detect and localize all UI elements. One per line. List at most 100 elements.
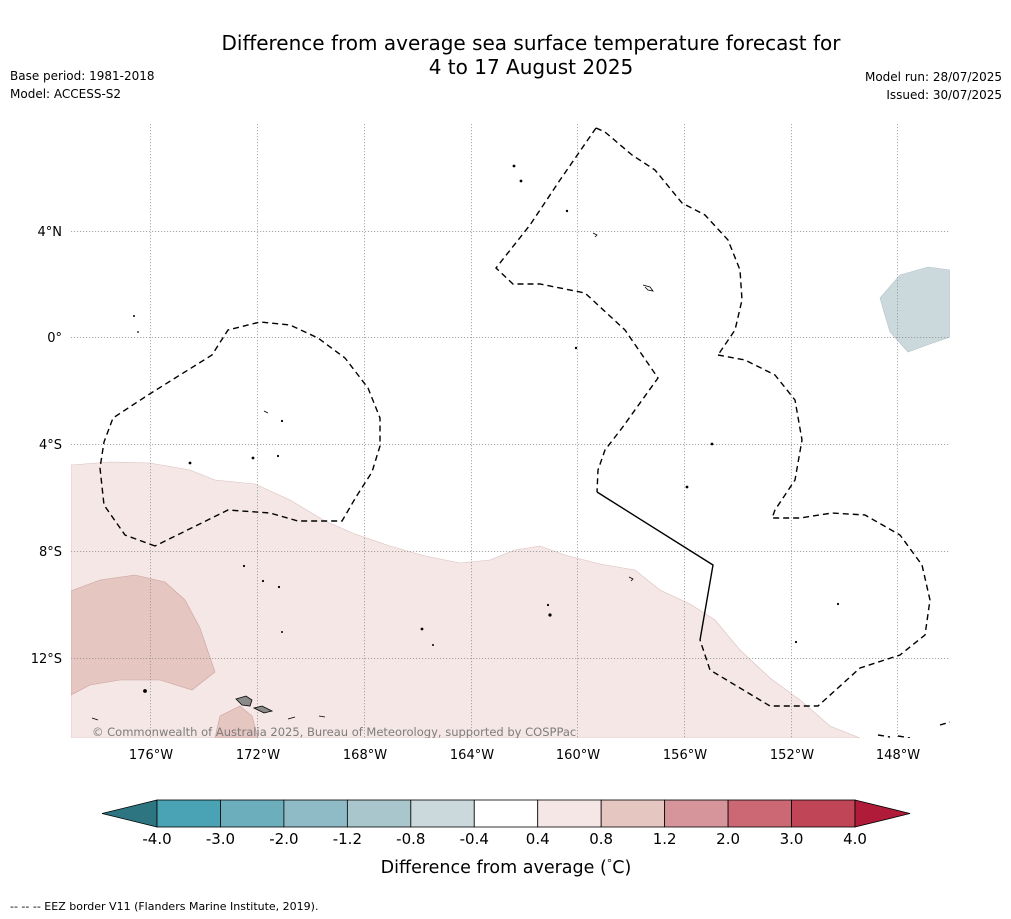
island-outline [592, 232, 598, 238]
colorbar-tick-label: -0.4 [460, 830, 489, 848]
base-period-text: Base period: 1981-2018 [10, 69, 155, 83]
island-dot [685, 485, 689, 489]
island-dot [420, 627, 424, 631]
run-info: Model run: 28/07/2025 Issued: 30/07/2025 [865, 68, 1002, 104]
colorbar-bin [537, 799, 602, 828]
lon-label-152w: 152°W [770, 748, 814, 763]
island-dot [251, 456, 255, 460]
issued-date-text: Issued: 30/07/2025 [886, 88, 1002, 102]
colorbar [101, 799, 911, 828]
colorbar-bin [346, 799, 412, 828]
lat-label-12s: 12°S [31, 652, 62, 667]
island-dot [548, 613, 552, 617]
island-outline [642, 284, 654, 292]
island-dot [143, 689, 147, 693]
island-dot [431, 644, 434, 647]
graticule [71, 124, 950, 738]
lon-label-168w: 168°W [343, 748, 387, 763]
colorbar-tick-label: -3.0 [206, 830, 235, 848]
model-info: Base period: 1981-2018 Model: ACCESS-S2 [10, 67, 155, 103]
longitude-axis: 176°W 172°W 168°W 164°W 160°W 156°W 152°… [129, 748, 920, 763]
lon-label-176w: 176°W [129, 748, 173, 763]
lon-label-160w: 160°W [556, 748, 600, 763]
lon-label-172w: 172°W [236, 748, 280, 763]
island-dot [277, 585, 281, 589]
island-dot [565, 209, 569, 213]
island-dot [512, 164, 516, 168]
eez-border-north [595, 127, 743, 356]
island-outline [91, 717, 99, 721]
eez-border-solid-segment [596, 491, 714, 641]
colorbar-bin [283, 799, 348, 828]
island-dot [280, 419, 284, 423]
colorbar-tick-label: -4.0 [142, 830, 171, 848]
colorbar-bin [156, 799, 221, 828]
colorbar-bin [600, 799, 666, 828]
lat-label-8s: 8°S [39, 545, 62, 560]
copyright-notice: © Commonwealth of Australia 2025, Bureau… [92, 725, 576, 739]
colorbar-bin [727, 799, 792, 828]
island-dot [261, 579, 265, 583]
lat-label-4s: 4°S [39, 438, 62, 453]
colorbar-tick-label: 2.0 [716, 830, 740, 848]
colorbar-tick-label: -2.0 [269, 830, 298, 848]
eez-borders [99, 127, 950, 738]
anomaly-region-warm-medium [71, 574, 216, 696]
colorbar-bin [220, 799, 285, 828]
colorbar-extend-max [854, 799, 911, 828]
colorbar-tick-label: 0.8 [589, 830, 613, 848]
colorbar-tick-label: 4.0 [843, 830, 867, 848]
island-outline [287, 716, 296, 720]
island-dot [137, 331, 139, 333]
island-dot [132, 314, 135, 317]
colorbar-tick-label: 0.4 [526, 830, 550, 848]
colorbar-bin [410, 799, 475, 828]
islands [91, 164, 840, 721]
colorbar-bin [473, 799, 539, 828]
latitude-axis: 4°N 0° 4°S 8°S 12°S [31, 225, 62, 667]
colorbar-tick-labels: -4.0 -3.0 -2.0 -1.2 -0.8 -0.4 0.4 0.8 1.2 2.0 3.0 4… [142, 830, 867, 848]
lon-label-164w: 164°W [450, 748, 494, 763]
island-outline [628, 576, 634, 582]
colorbar-extend-min [101, 799, 158, 828]
model-name-text: Model: ACCESS-S2 [10, 87, 122, 101]
lon-label-156w: 156°W [663, 748, 707, 763]
colorbar-tick-label: -1.2 [333, 830, 362, 848]
colorbar-bin [664, 799, 729, 828]
lat-label-0: 0° [47, 331, 62, 346]
island-samoa-savaii [235, 695, 253, 707]
island-outline [263, 410, 269, 414]
island-dot [546, 603, 550, 607]
island-dot [188, 461, 192, 465]
colorbar-bin [791, 799, 856, 828]
lat-label-4n: 4°N [38, 225, 63, 240]
anomaly-region-warm-light [71, 461, 861, 738]
colorbar-tick-label: -0.8 [396, 830, 425, 848]
island-dot [794, 640, 798, 644]
title-line-2: 4 to 17 August 2025 [428, 55, 634, 79]
eez-source-note: -- -- -- EEZ border V11 (Flanders Marine… [10, 900, 319, 913]
anomaly-region-cool [879, 266, 950, 353]
island-dot [574, 346, 578, 350]
map-panel: © Commonwealth of Australia 2025, Bureau… [71, 124, 950, 739]
island-dot [519, 179, 523, 183]
eez-border-east [699, 354, 931, 707]
colorbar-tick-label: 1.2 [653, 830, 677, 848]
lon-label-148w: 148°W [876, 748, 920, 763]
eez-border-west [99, 321, 381, 547]
island-dot [276, 454, 280, 458]
island-dot [242, 564, 246, 568]
island-samoa-upolu [252, 705, 274, 714]
colorbar-tick-label: 3.0 [780, 830, 804, 848]
anomaly-region-warm-medium-south [214, 705, 259, 738]
eez-border-central [495, 127, 659, 493]
eez-border-south-east [877, 721, 950, 738]
island-dot [710, 442, 714, 446]
island-outline [318, 715, 326, 718]
title-line-1: Difference from average sea surface temp… [221, 31, 841, 55]
map-title: Difference from average sea surface temp… [0, 31, 1011, 79]
island-dot [836, 602, 840, 606]
model-run-text: Model run: 28/07/2025 [864, 70, 1002, 84]
colorbar-label: Difference from average (°C) [381, 857, 632, 878]
